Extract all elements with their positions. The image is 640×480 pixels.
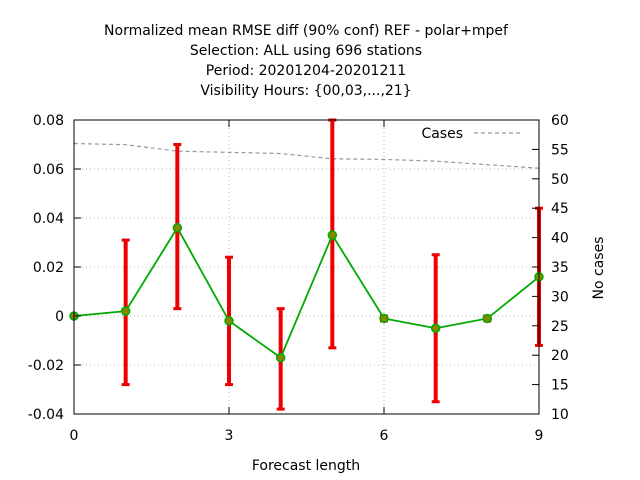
data-point: [172, 223, 183, 233]
y-tick-label: 0.02: [33, 260, 64, 276]
y2-tick-label: 25: [551, 319, 569, 335]
data-point: [275, 352, 286, 363]
cases-series: [73, 142, 540, 169]
data-point: [120, 306, 131, 316]
cases-line: [73, 142, 540, 169]
data-point: [224, 316, 234, 326]
title-line: Period: 20201204-20201211: [206, 63, 406, 79]
rmse-diff-series: [69, 118, 544, 411]
rmse-diff-line: [73, 226, 540, 360]
data-point: [430, 323, 441, 333]
x-tick-label: 3: [225, 428, 234, 444]
y-tick-label: 0.08: [33, 113, 64, 129]
y-tick-label: 0.06: [33, 162, 64, 178]
data-point: [327, 230, 338, 240]
x-axis-label: Forecast length: [252, 458, 360, 474]
y-tick-label: -0.04: [28, 407, 64, 423]
title-line: Selection: ALL using 696 stations: [190, 43, 422, 59]
data-point: [379, 313, 389, 324]
y2-tick-label: 60: [551, 113, 569, 129]
y2-tick-label: 30: [551, 289, 569, 305]
y2-tick-label: 20: [551, 348, 569, 364]
legend: Cases: [421, 126, 522, 142]
y2-tick-label: 45: [551, 201, 569, 217]
y2-tick-label: 55: [551, 142, 569, 158]
title-line: Normalized mean RMSE diff (90% conf) REF…: [104, 23, 509, 39]
y2-tick-label: 50: [551, 172, 569, 188]
data-point: [482, 313, 493, 324]
y2-tick-label: 40: [551, 231, 569, 247]
axes: -0.04-0.0200.020.040.060.081015202530354…: [28, 113, 569, 444]
chart-title: Normalized mean RMSE diff (90% conf) REF…: [104, 23, 509, 99]
y2-axis-label: No cases: [591, 237, 607, 300]
y-tick-label: -0.02: [28, 358, 64, 374]
legend-label: Cases: [421, 126, 463, 142]
title-line: Visibility Hours: {00,03,...,21}: [200, 83, 411, 99]
x-tick-label: 6: [380, 428, 389, 444]
x-tick-label: 9: [535, 428, 544, 444]
y2-tick-label: 35: [551, 260, 569, 276]
y-tick-label: 0.04: [33, 211, 64, 227]
grid: [74, 120, 539, 414]
y-tick-label: 0: [55, 309, 64, 325]
y2-tick-label: 10: [551, 407, 569, 423]
x-tick-label: 0: [70, 428, 79, 444]
y2-tick-label: 15: [551, 378, 569, 394]
